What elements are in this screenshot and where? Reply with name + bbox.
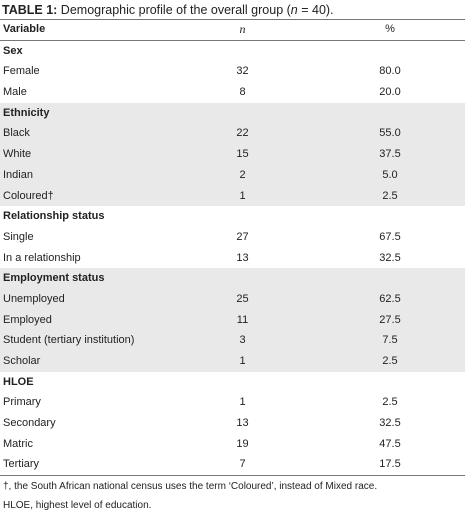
row-n: 13 bbox=[236, 417, 249, 430]
table-caption: TABLE 1: Demographic profile of the over… bbox=[2, 2, 334, 18]
row-label: Male bbox=[3, 86, 27, 99]
table-row: Matric 19 47.5 bbox=[0, 434, 465, 455]
row-percent: 5.0 bbox=[382, 168, 398, 181]
table-row: Coloured† 1 2.5 bbox=[0, 185, 465, 207]
row-label: Student (tertiary institution) bbox=[3, 334, 135, 347]
row-label: In a relationship bbox=[3, 251, 81, 264]
row-label: Employed bbox=[3, 313, 52, 326]
row-percent: 47.5 bbox=[379, 437, 401, 450]
section-title: Ethnicity bbox=[3, 106, 50, 119]
row-percent: 27.5 bbox=[379, 313, 401, 326]
section-title: Relationship status bbox=[3, 210, 105, 223]
row-label: White bbox=[3, 148, 32, 161]
section-title: Sex bbox=[3, 44, 23, 57]
section-header-row: HLOE bbox=[0, 372, 465, 393]
row-n: 11 bbox=[236, 313, 249, 326]
row-percent: 2.5 bbox=[382, 189, 398, 202]
section-header-row: Relationship status bbox=[0, 206, 465, 227]
table-row: Unemployed 25 62.5 bbox=[0, 288, 465, 310]
row-label: Unemployed bbox=[3, 292, 65, 305]
row-n: 19 bbox=[236, 437, 249, 450]
table-row: Single 27 67.5 bbox=[0, 227, 465, 248]
row-n: 1 bbox=[239, 189, 246, 202]
demographic-table: Variable n % Sex Female 32 80.0 Male 8 20.0 Eth… bbox=[0, 19, 465, 477]
footnote: HLOE, highest level of education. bbox=[3, 500, 152, 511]
row-percent: 32.5 bbox=[379, 251, 401, 264]
row-percent: 55.0 bbox=[379, 127, 401, 140]
table-row: Indian 2 5.0 bbox=[0, 164, 465, 186]
table-body: Sex Female 32 80.0 Male 8 20.0 Ethnicity Black 22… bbox=[0, 41, 465, 477]
row-percent: 32.5 bbox=[379, 417, 401, 430]
table-row: Secondary 13 32.5 bbox=[0, 413, 465, 434]
table-row: Student (tertiary institution) 3 7.5 bbox=[0, 330, 465, 351]
row-percent: 7.5 bbox=[382, 334, 398, 347]
row-percent: 80.0 bbox=[379, 65, 401, 78]
row-percent: 20.0 bbox=[379, 86, 401, 99]
row-label: Black bbox=[3, 127, 30, 140]
table-row: In a relationship 13 32.5 bbox=[0, 248, 465, 269]
header-n: n bbox=[239, 22, 246, 36]
row-n: 27 bbox=[236, 230, 249, 243]
row-percent: 2.5 bbox=[382, 355, 398, 367]
table-caption-text: Demographic profile of the overall group… bbox=[57, 3, 291, 17]
row-n: 22 bbox=[236, 127, 249, 140]
row-label: Single bbox=[3, 230, 34, 243]
table-row: Black 22 55.0 bbox=[0, 123, 465, 145]
row-n: 1 bbox=[239, 396, 246, 409]
header-variable: Variable bbox=[3, 23, 46, 35]
row-label: Secondary bbox=[3, 417, 56, 430]
row-percent: 37.5 bbox=[379, 148, 401, 161]
row-percent: 62.5 bbox=[379, 292, 401, 305]
row-n: 7 bbox=[239, 458, 246, 471]
section-header-row: Ethnicity bbox=[0, 102, 465, 124]
row-percent: 17.5 bbox=[379, 458, 401, 471]
footnote: †, the South African national census use… bbox=[3, 481, 378, 492]
section-header-row: Sex bbox=[0, 41, 465, 62]
table-row: Primary 1 2.5 bbox=[0, 392, 465, 413]
table-caption-n: n bbox=[290, 3, 298, 17]
table-row: White 15 37.5 bbox=[0, 144, 465, 165]
row-label: Tertiary bbox=[3, 458, 40, 471]
table-row: Scholar 1 2.5 bbox=[0, 351, 465, 372]
row-n: 25 bbox=[236, 292, 249, 305]
row-label: Scholar bbox=[3, 355, 41, 367]
row-n: 1 bbox=[239, 355, 246, 367]
table-row: Tertiary 7 17.5 bbox=[0, 454, 465, 477]
row-percent: 67.5 bbox=[379, 230, 401, 243]
table-row: Male 8 20.0 bbox=[0, 82, 465, 103]
row-n: 3 bbox=[239, 334, 246, 347]
table-row: Female 32 80.0 bbox=[0, 61, 465, 82]
row-label: Female bbox=[3, 65, 40, 78]
row-n: 8 bbox=[239, 86, 246, 99]
header-percent: % bbox=[385, 23, 395, 35]
row-n: 2 bbox=[239, 168, 246, 181]
row-label: Matric bbox=[3, 437, 33, 450]
table-header-row: Variable n % bbox=[0, 19, 465, 41]
table-row: Employed 11 27.5 bbox=[0, 309, 465, 331]
row-percent: 2.5 bbox=[382, 396, 398, 409]
section-title: Employment status bbox=[3, 272, 105, 285]
section-header-row: Employment status bbox=[0, 268, 465, 289]
table-caption-label: TABLE 1: bbox=[2, 3, 58, 17]
row-label: Coloured† bbox=[3, 189, 54, 202]
row-n: 13 bbox=[236, 251, 249, 264]
row-label: Indian bbox=[3, 168, 33, 181]
row-n: 15 bbox=[236, 148, 249, 161]
row-n: 32 bbox=[236, 65, 249, 78]
section-title: HLOE bbox=[3, 375, 34, 388]
row-label: Primary bbox=[3, 396, 41, 409]
table-caption-tail: = 40). bbox=[297, 3, 334, 17]
